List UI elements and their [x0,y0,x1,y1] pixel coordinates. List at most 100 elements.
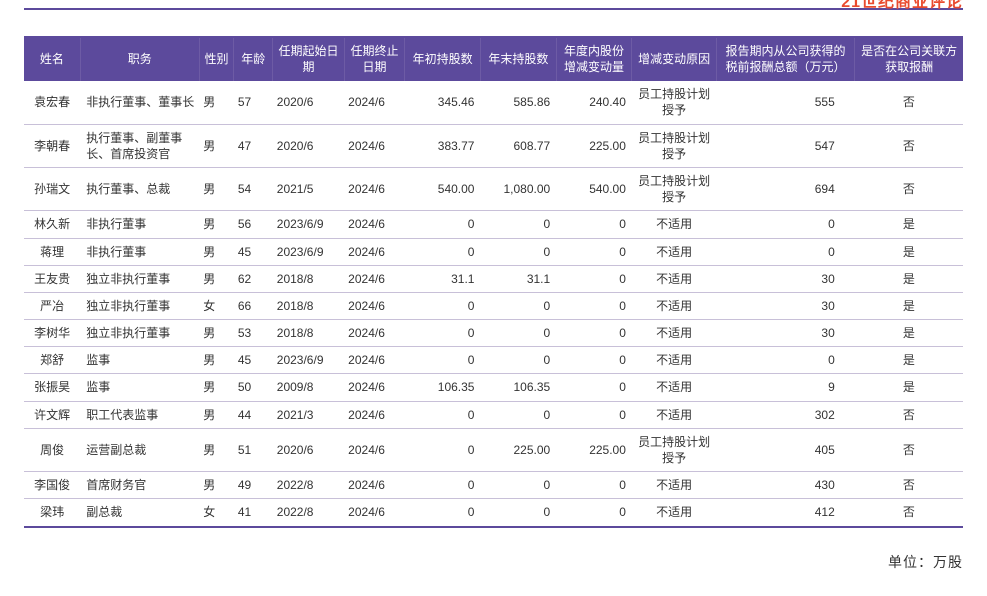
cell-position: 独立非执行董事 [80,292,199,319]
cell-end-shares: 0 [480,401,556,428]
cell-reason: 不适用 [632,374,716,401]
cell-comp: 0 [716,238,854,265]
cell-gender: 男 [199,320,234,347]
cell-begin-shares: 0 [405,211,481,238]
cell-end-shares: 106.35 [480,374,556,401]
table-row: 张振昊监事男502009/82024/6106.35106.350不适用9是 [24,374,963,401]
cell-delta: 0 [556,320,632,347]
cell-reason: 不适用 [632,265,716,292]
cell-end-shares: 225.00 [480,428,556,471]
cell-comp: 30 [716,292,854,319]
cell-related: 否 [855,124,963,167]
cell-gender: 男 [199,472,234,499]
cell-end-shares: 1,080.00 [480,167,556,210]
cell-comp: 694 [716,167,854,210]
cell-name: 周俊 [24,428,80,471]
cell-reason: 员工持股计划授予 [632,167,716,210]
cell-age: 45 [234,238,273,265]
cell-end-shares: 585.86 [480,81,556,124]
cell-end: 2024/6 [344,499,405,527]
cell-end: 2024/6 [344,320,405,347]
cell-age: 41 [234,499,273,527]
cell-reason: 不适用 [632,499,716,527]
cell-begin-shares: 0 [405,292,481,319]
cell-start: 2023/6/9 [273,238,344,265]
brand-logo: 21世纪商业评论 [841,0,963,12]
cell-begin-shares: 540.00 [405,167,481,210]
cell-start: 2022/8 [273,472,344,499]
table-row: 王友贵独立非执行董事男622018/82024/631.131.10不适用30是 [24,265,963,292]
th-end: 任期终止日期 [344,38,405,81]
cell-gender: 男 [199,211,234,238]
cell-end-shares: 0 [480,472,556,499]
cell-start: 2018/8 [273,320,344,347]
table-row: 蒋理非执行董事男452023/6/92024/6000不适用0是 [24,238,963,265]
cell-end: 2024/6 [344,428,405,471]
th-position: 职务 [80,38,199,81]
cell-end: 2024/6 [344,347,405,374]
cell-gender: 女 [199,292,234,319]
cell-position: 运营副总裁 [80,428,199,471]
cell-age: 44 [234,401,273,428]
cell-position: 非执行董事 [80,238,199,265]
cell-position: 非执行董事 [80,211,199,238]
cell-related: 否 [855,81,963,124]
cell-age: 62 [234,265,273,292]
cell-gender: 男 [199,374,234,401]
cell-age: 49 [234,472,273,499]
unit-label: 单位：万股 [24,552,963,572]
th-delta: 年度内股份增减变动量 [556,38,632,81]
cell-gender: 男 [199,124,234,167]
cell-end-shares: 0 [480,211,556,238]
cell-comp: 302 [716,401,854,428]
cell-begin-shares: 0 [405,401,481,428]
cell-position: 首席财务官 [80,472,199,499]
cell-end-shares: 31.1 [480,265,556,292]
cell-position: 非执行董事、董事长 [80,81,199,124]
cell-delta: 0 [556,238,632,265]
cell-gender: 男 [199,167,234,210]
cell-end: 2024/6 [344,124,405,167]
cell-comp: 30 [716,265,854,292]
table-header-row: 姓名 职务 性别 年龄 任期起始日期 任期终止日期 年初持股数 年末持股数 年度… [24,38,963,81]
cell-name: 严冶 [24,292,80,319]
th-related: 是否在公司关联方获取报酬 [855,38,963,81]
cell-begin-shares: 0 [405,320,481,347]
cell-gender: 男 [199,401,234,428]
cell-begin-shares: 0 [405,472,481,499]
cell-end: 2024/6 [344,238,405,265]
cell-end-shares: 0 [480,499,556,527]
th-begin-shares: 年初持股数 [405,38,481,81]
table-row: 李树华独立非执行董事男532018/82024/6000不适用30是 [24,320,963,347]
cell-delta: 225.00 [556,428,632,471]
cell-name: 梁玮 [24,499,80,527]
cell-position: 独立非执行董事 [80,265,199,292]
table-container: 姓名 职务 性别 年龄 任期起始日期 任期终止日期 年初持股数 年末持股数 年度… [24,36,963,528]
cell-end: 2024/6 [344,374,405,401]
cell-delta: 0 [556,347,632,374]
cell-reason: 员工持股计划授予 [632,124,716,167]
cell-comp: 9 [716,374,854,401]
th-comp: 报告期内从公司获得的税前报酬总额（万元） [716,38,854,81]
cell-begin-shares: 383.77 [405,124,481,167]
cell-reason: 不适用 [632,347,716,374]
table-row: 严冶独立非执行董事女662018/82024/6000不适用30是 [24,292,963,319]
cell-begin-shares: 345.46 [405,81,481,124]
cell-name: 李国俊 [24,472,80,499]
cell-age: 57 [234,81,273,124]
th-end-shares: 年末持股数 [480,38,556,81]
cell-begin-shares: 106.35 [405,374,481,401]
cell-start: 2023/6/9 [273,211,344,238]
cell-delta: 0 [556,401,632,428]
cell-start: 2020/6 [273,124,344,167]
cell-related: 是 [855,374,963,401]
executives-table: 姓名 职务 性别 年龄 任期起始日期 任期终止日期 年初持股数 年末持股数 年度… [24,38,963,528]
cell-position: 副总裁 [80,499,199,527]
cell-start: 2020/6 [273,81,344,124]
cell-delta: 225.00 [556,124,632,167]
cell-begin-shares: 0 [405,347,481,374]
cell-name: 李树华 [24,320,80,347]
table-row: 许文辉职工代表监事男442021/32024/6000不适用302否 [24,401,963,428]
cell-gender: 男 [199,265,234,292]
cell-reason: 不适用 [632,292,716,319]
